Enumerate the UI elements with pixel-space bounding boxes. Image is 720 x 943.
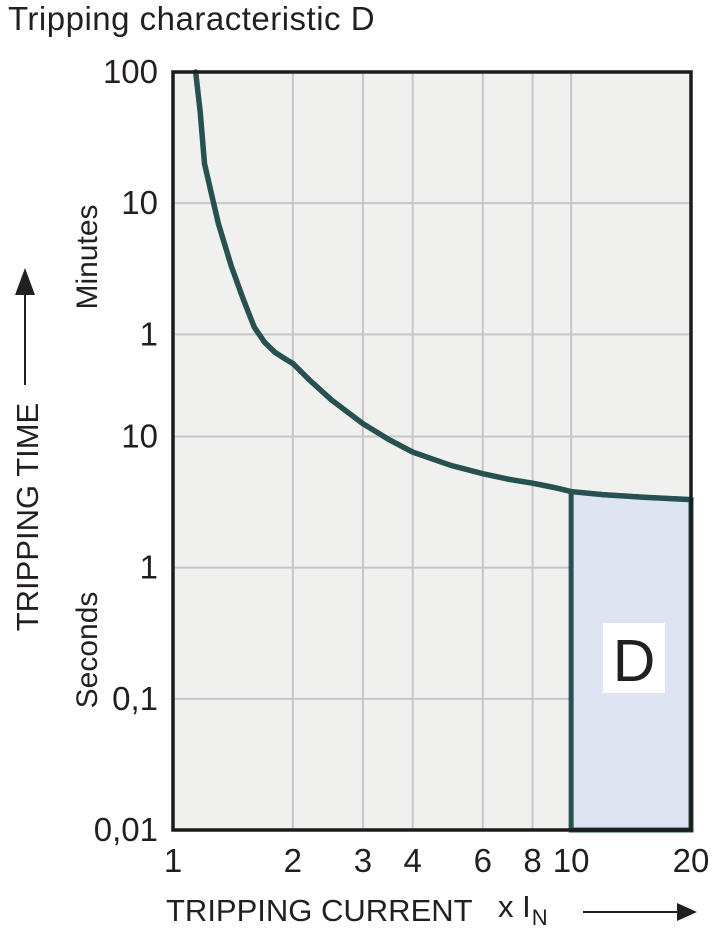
x-axis-unit-subscript: N xyxy=(531,905,548,930)
x-tick-label: 1 xyxy=(164,842,182,879)
x-tick-label: 2 xyxy=(284,842,302,879)
x-axis-unit: x IN xyxy=(498,889,548,930)
arrow-up-icon xyxy=(15,268,35,385)
x-axis-unit-prefix: x I xyxy=(498,889,531,924)
y-tick-label: 1 xyxy=(140,549,158,586)
x-tick-label: 4 xyxy=(404,842,422,879)
y-axis-unit-minutes: Minutes xyxy=(71,204,104,310)
x-axis-title: TRIPPING CURRENT xyxy=(166,893,473,928)
x-tick-label: 3 xyxy=(354,842,372,879)
x-tick-label: 8 xyxy=(523,842,541,879)
region-label: D xyxy=(613,628,656,694)
y-tick-label: 100 xyxy=(103,53,158,90)
y-tick-label: 0,01 xyxy=(94,811,158,848)
y-axis-title: TRIPPING TIME xyxy=(10,402,45,632)
x-tick-label: 10 xyxy=(553,842,590,879)
region-label-box xyxy=(603,623,665,693)
y-tick-label: 10 xyxy=(121,417,158,454)
x-tick-label: 6 xyxy=(474,842,492,879)
x-tick-label: 20 xyxy=(673,842,710,879)
plot-border xyxy=(171,70,693,832)
y-axis-unit-seconds: Seconds xyxy=(71,591,104,709)
figure-title: Tripping characteristic D xyxy=(8,0,376,37)
trip-curve xyxy=(192,69,694,503)
y-tick-label: 10 xyxy=(121,184,158,221)
y-tick-label: 1 xyxy=(140,315,158,352)
arrow-right-icon xyxy=(583,903,697,921)
y-tick-label: 0,1 xyxy=(112,680,158,717)
